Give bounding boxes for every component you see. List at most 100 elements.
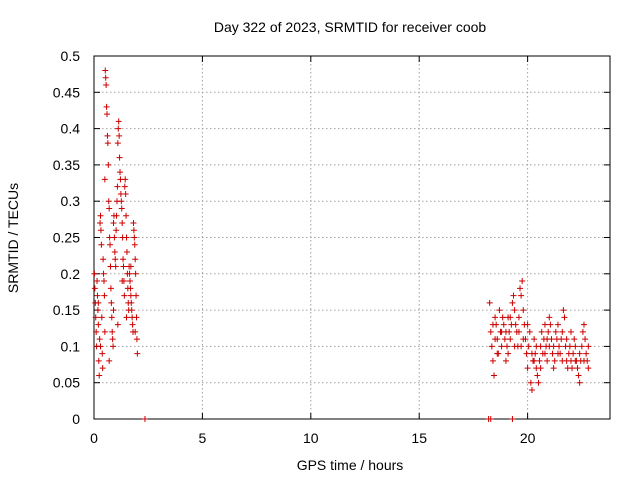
data-point: [91, 285, 98, 292]
data-point: [91, 270, 98, 277]
data-point: [97, 219, 104, 226]
data-point: [492, 314, 499, 321]
data-point: [132, 256, 139, 263]
data-point: [134, 350, 141, 357]
data-point: [130, 227, 137, 234]
data-point: [110, 343, 117, 350]
data-point: [111, 234, 118, 241]
data-point: [501, 336, 508, 343]
data-point: [113, 227, 120, 234]
x-tick-label: 20: [520, 430, 536, 446]
data-point: [106, 205, 113, 212]
data-point: [505, 350, 512, 357]
data-point: [574, 365, 581, 372]
data-point: [504, 343, 511, 350]
data-point: [121, 183, 128, 190]
data-point: [133, 336, 140, 343]
data-point: [571, 336, 578, 343]
data-point: [123, 212, 130, 219]
data-point: [97, 212, 104, 219]
data-point: [538, 328, 545, 335]
data-point: [585, 365, 592, 372]
data-point: [109, 328, 116, 335]
data-point: [107, 263, 114, 270]
data-point: [517, 285, 524, 292]
data-point: [494, 350, 501, 357]
data-point: [103, 103, 110, 110]
data-point: [100, 256, 107, 263]
data-point: [108, 299, 115, 306]
data-point: [552, 328, 559, 335]
data-point: [498, 328, 505, 335]
data-point: [104, 111, 111, 118]
data-point: [131, 234, 138, 241]
data-point: [95, 321, 102, 328]
data-point: [570, 350, 577, 357]
data-point: [531, 336, 538, 343]
data-point: [99, 365, 106, 372]
data-point: [102, 74, 109, 81]
x-axis-label: GPS time / hours: [297, 457, 404, 473]
data-point: [103, 82, 110, 89]
data-point: [579, 328, 586, 335]
data-point: [114, 321, 121, 328]
x-tick-labels: 0 5 10 15 20: [90, 430, 536, 446]
data-point: [549, 350, 556, 357]
data-point: [115, 118, 122, 125]
data-point: [123, 314, 130, 321]
data-point: [509, 416, 516, 422]
data-point: [580, 321, 587, 328]
data-point: [133, 292, 140, 299]
data-point: [115, 125, 122, 132]
data-point: [116, 132, 123, 139]
y-tick-label: 0: [72, 411, 80, 427]
data-point: [127, 285, 134, 292]
data-point: [100, 278, 107, 285]
data-point: [511, 307, 518, 314]
data-point: [515, 314, 522, 321]
data-point: [509, 299, 516, 306]
data-point: [99, 350, 106, 357]
data-point: [510, 292, 517, 299]
data-point: [536, 357, 543, 364]
data-point: [486, 299, 493, 306]
data-point: [118, 198, 125, 205]
y-tick-label: 0.45: [53, 84, 80, 100]
data-point: [102, 67, 109, 74]
data-point: [580, 357, 587, 364]
y-tick-label: 0.05: [53, 375, 80, 391]
data-point: [550, 365, 557, 372]
data-point: [111, 249, 118, 256]
y-tick-label: 0.5: [61, 48, 81, 64]
y-tick-label: 0.1: [61, 338, 81, 354]
data-point: [582, 336, 589, 343]
data-point: [96, 336, 103, 343]
data-point: [98, 314, 105, 321]
data-point: [496, 307, 503, 314]
data-point: [528, 350, 535, 357]
data-point: [118, 205, 125, 212]
data-point: [98, 241, 105, 248]
data-point: [576, 379, 583, 386]
data-point: [537, 365, 544, 372]
data-point: [123, 234, 130, 241]
data-point: [113, 212, 120, 219]
data-point: [519, 278, 526, 285]
data-point: [119, 278, 126, 285]
data-point: [132, 270, 139, 277]
data-point: [500, 321, 507, 328]
data-point: [572, 357, 579, 364]
data-point: [533, 343, 540, 350]
data-point: [520, 307, 527, 314]
data-point: [566, 343, 573, 350]
data-point: [523, 350, 530, 357]
data-point: [97, 227, 104, 234]
data-point: [130, 219, 137, 226]
y-tick-label: 0.35: [53, 157, 80, 173]
data-point: [563, 336, 570, 343]
data-point: [101, 292, 108, 299]
data-point: [506, 328, 513, 335]
data-point: [110, 307, 117, 314]
data-point: [105, 198, 112, 205]
data-point: [492, 336, 499, 343]
